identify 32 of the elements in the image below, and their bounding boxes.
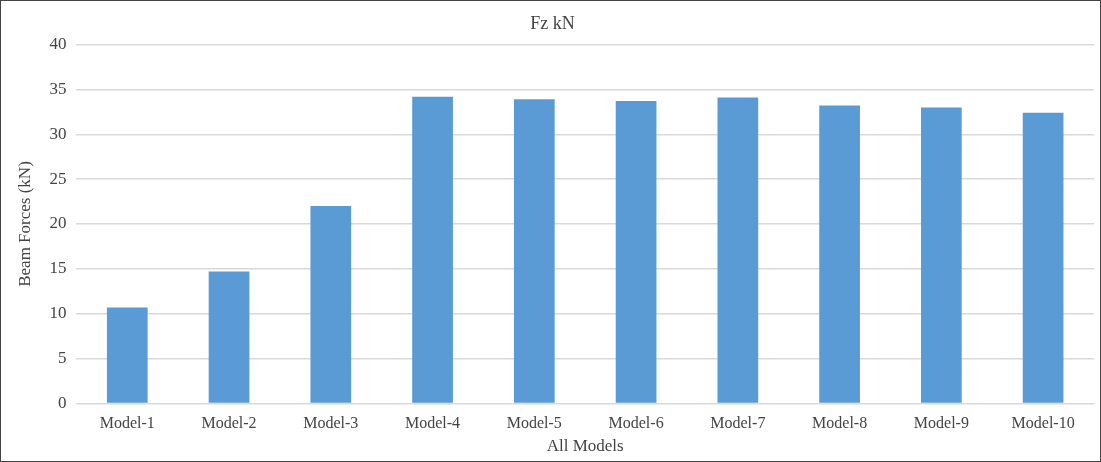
y-tick-label: 10 (49, 303, 67, 323)
x-tick-label: Model-9 (913, 414, 969, 432)
y-tick-label: 15 (49, 258, 67, 278)
x-tick-label: Model-3 (303, 414, 359, 432)
x-tick-label: Model-7 (710, 414, 766, 432)
x-tick-label: Model-1 (99, 414, 155, 432)
bar (208, 271, 250, 403)
x-tick-label: Model-6 (608, 414, 664, 432)
y-axis-title: Beam Forces (kN) (14, 161, 34, 287)
y-tick-label: 5 (57, 348, 67, 368)
x-tick-label: Model-5 (506, 414, 562, 432)
bar (819, 105, 860, 403)
bar (1022, 112, 1064, 403)
y-tick-label: 20 (49, 213, 67, 233)
bar (106, 307, 148, 403)
x-tick-label: Model-8 (812, 414, 868, 432)
x-tick-label: Model-4 (405, 414, 461, 432)
y-tick-label: 40 (49, 34, 67, 54)
bar (921, 107, 962, 403)
x-tick-label: Model-2 (201, 414, 257, 432)
bar (717, 97, 759, 403)
y-tick-label: 0 (57, 392, 67, 412)
y-tick-label: 35 (49, 78, 67, 98)
y-tick-label: 30 (49, 123, 67, 143)
chart-title: Fz kN (530, 12, 575, 33)
bar (615, 101, 657, 403)
x-axis-title: All Models (546, 436, 624, 456)
bar (310, 206, 352, 403)
bar (513, 99, 555, 403)
bar (412, 96, 453, 403)
x-tick-label: Model-10 (1011, 414, 1075, 432)
y-tick-label: 25 (49, 168, 67, 188)
